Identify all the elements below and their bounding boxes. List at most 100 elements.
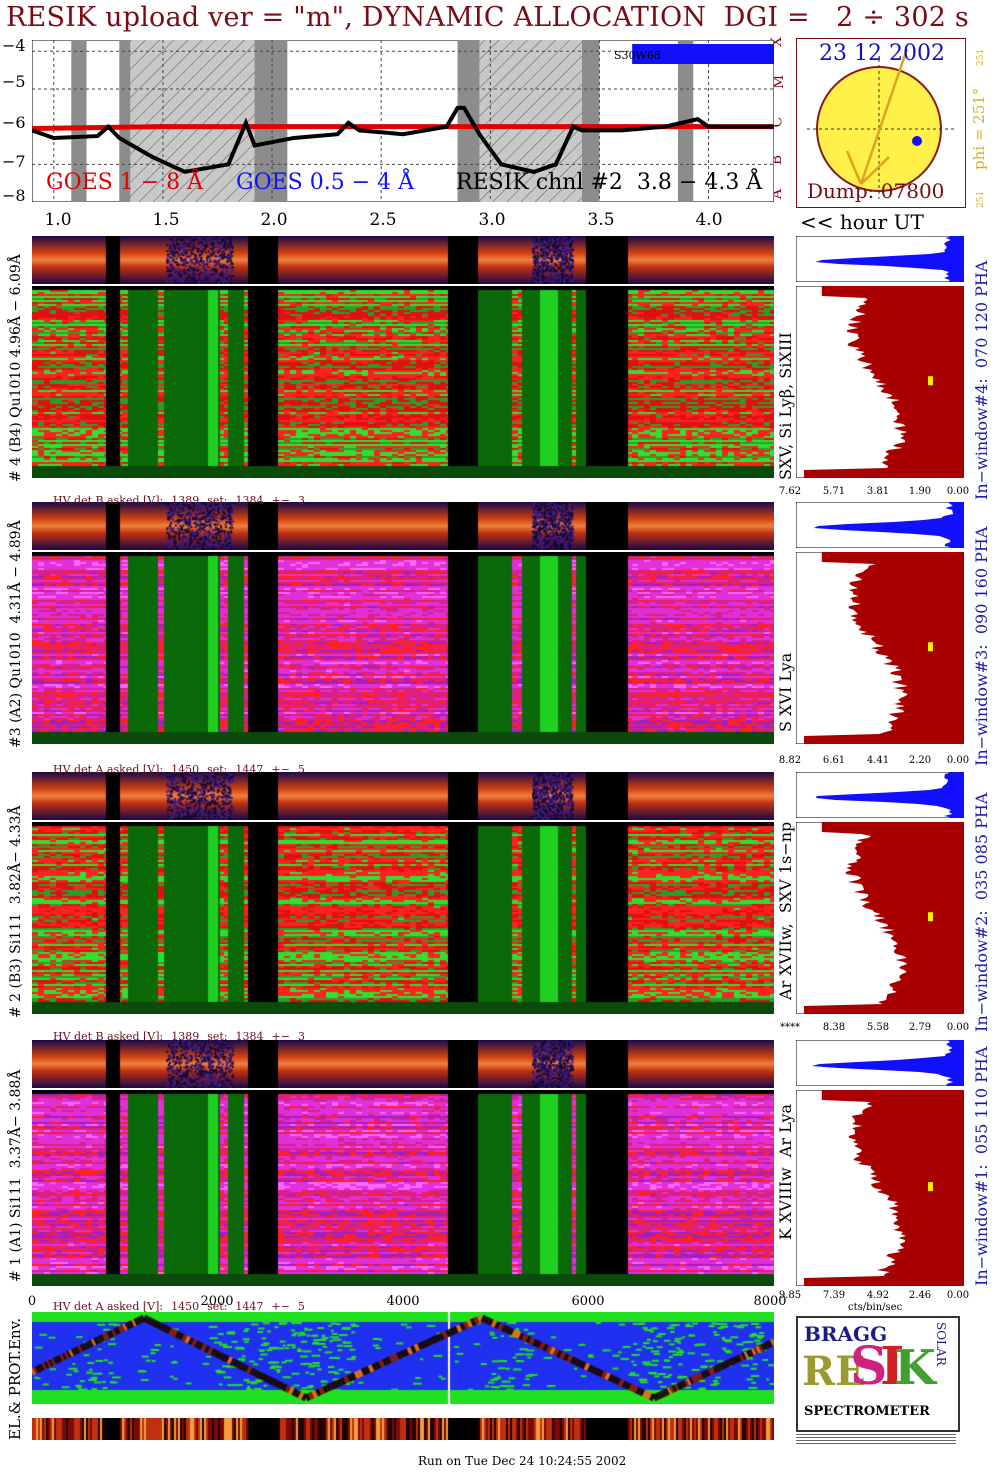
hour-tick: 2.0 bbox=[260, 210, 288, 230]
pha-tick: 7.62 bbox=[778, 486, 802, 497]
channel-4-pha-histogram bbox=[796, 236, 964, 282]
hv-set-value: 1384 bbox=[235, 1030, 264, 1043]
goes-lightcurve-panel: −4 −5 −6 −7 −8 X M C B A bbox=[0, 34, 790, 224]
pha-tick: 5.71 bbox=[822, 486, 846, 497]
legend-resik: RESIK chnl #2 3.8 − 4.3 Å bbox=[456, 170, 763, 195]
channel-3-window-label: In−window#3: 090 160 PHA bbox=[972, 526, 991, 766]
channel-3-hv-line: HV det A asked [V]: 1450 set: 1447 +− 5 bbox=[46, 750, 313, 776]
channel-1-label: # 1 (A1) Si111 3.37Å− 3.88Å bbox=[8, 1069, 24, 1282]
logo-s: S bbox=[850, 1336, 888, 1397]
direction-arrow bbox=[859, 48, 909, 185]
resik-logo: BRAGG RE S I K SOLAR SPECTROMETER bbox=[796, 1316, 960, 1432]
sample-tick: 4000 bbox=[386, 1294, 420, 1309]
pha-tick: **** bbox=[780, 1022, 800, 1033]
pha-histogram-fill bbox=[815, 236, 964, 282]
logo-i: I bbox=[880, 1336, 905, 1397]
sample-tick: 8000 bbox=[753, 1294, 787, 1309]
channel-3-pha-histogram bbox=[796, 502, 964, 548]
pha-tick: 9.85 bbox=[778, 1290, 802, 1301]
hv-set-label: set: bbox=[207, 494, 228, 507]
dump-interval bbox=[71, 40, 87, 202]
sample-tick: 6000 bbox=[571, 1294, 605, 1309]
hv-set-value: 1447 bbox=[235, 1300, 264, 1313]
hv-asked-label: HV det B asked [V]: bbox=[53, 1030, 164, 1043]
hour-axis-label: << hour UT bbox=[800, 210, 924, 234]
pha-tick: 8.38 bbox=[822, 1022, 846, 1033]
s30w68-bar bbox=[632, 44, 774, 64]
channel-2-hv-line: HV det B asked [V]: 1389 set: 1384 +− 3 bbox=[46, 1017, 313, 1043]
channel-1-hv-line: HV det A asked [V]: 1450 set: 1447 +− 5 bbox=[46, 1287, 313, 1313]
sample-tick: 0 bbox=[27, 1294, 37, 1309]
channel-1-spectrum-profile bbox=[796, 1090, 964, 1286]
hour-tick: 3.0 bbox=[478, 210, 506, 230]
window-marker bbox=[928, 642, 933, 652]
logo-bragg: BRAGG bbox=[804, 1322, 888, 1346]
legend-goes-short: GOES 0.5 − 4 Å bbox=[236, 170, 415, 195]
pha-tick: 4.41 bbox=[866, 755, 890, 766]
dump-interval bbox=[457, 40, 480, 202]
environment-label: EL.& PROT.Env. bbox=[6, 1317, 24, 1440]
hv-set-label: set: bbox=[207, 763, 228, 776]
hour-tick: 4.0 bbox=[695, 210, 723, 230]
channel-1-spectrogram bbox=[32, 1090, 774, 1286]
window-marker bbox=[928, 1182, 933, 1192]
pha-tick: 2.79 bbox=[908, 1022, 932, 1033]
hv-pm-value: 3 bbox=[297, 494, 305, 507]
pha-tick: 0.00 bbox=[946, 755, 970, 766]
channel-2-window-label: In−window#2: 035 085 PHA bbox=[972, 792, 991, 1032]
pha-tick: 0.00 bbox=[946, 486, 970, 497]
saa-shade bbox=[464, 40, 582, 202]
hv-pm-value: 3 bbox=[297, 1030, 305, 1043]
channel-2-spectrogram bbox=[32, 822, 774, 1014]
y-tick: −4 bbox=[2, 36, 26, 55]
phi-small-top: 251 bbox=[976, 48, 986, 66]
logo-spectrometer: SPECTROMETER bbox=[804, 1404, 930, 1419]
pha-tick: 2.46 bbox=[908, 1290, 932, 1301]
legend-goes-long: GOES 1 − 8 Å bbox=[46, 170, 204, 195]
channel-1-lines-label: K XVIIIw Ar Lya bbox=[776, 1103, 795, 1240]
hv-set-value: 1384 bbox=[235, 494, 264, 507]
hv-asked-label: HV det A asked [V]: bbox=[53, 763, 164, 776]
hv-asked-label: HV det B asked [V]: bbox=[53, 494, 164, 507]
channel-4-lines-label: SXV, Si Lyβ, SiXIII bbox=[776, 332, 795, 480]
series-line-2 bbox=[32, 105, 774, 174]
channel-1-window-label: In−window#1: 055 110 PHA bbox=[972, 1046, 991, 1286]
logo-solar: SOLAR bbox=[934, 1322, 948, 1366]
channel-2-lines-label: Ar XVIIw, SXV 1s−np bbox=[776, 821, 795, 1000]
pha-tick: 1.90 bbox=[908, 486, 932, 497]
pha-histogram-fill bbox=[813, 502, 964, 548]
channel-4-summary-strip bbox=[32, 236, 774, 284]
pha-tick: 3.81 bbox=[866, 486, 890, 497]
hv-pm-value: 5 bbox=[297, 1300, 305, 1313]
window-marker bbox=[928, 376, 933, 386]
sample-tick: 2000 bbox=[200, 1294, 234, 1309]
channel-4-spectrogram bbox=[32, 286, 774, 478]
hour-tick: 2.5 bbox=[369, 210, 397, 230]
s30w68-label: S30W68 bbox=[614, 49, 661, 62]
dump-label: Dump: 07800 bbox=[807, 179, 945, 203]
y-tick: −7 bbox=[2, 152, 26, 171]
hv-asked-value: 1389 bbox=[171, 1030, 200, 1043]
spectrum-profile-fill bbox=[804, 822, 964, 1014]
pha-tick: 5.58 bbox=[866, 1022, 890, 1033]
logo-k: K bbox=[894, 1340, 936, 1396]
hv-set-label: set: bbox=[207, 1030, 228, 1043]
pha-tick: 6.61 bbox=[822, 755, 846, 766]
logo-re: RE bbox=[802, 1348, 866, 1395]
pha-tick: 4.92 bbox=[866, 1290, 890, 1301]
channel-1-pha-histogram bbox=[796, 1040, 964, 1086]
run-timestamp: Run on Tue Dec 24 10:24:55 2002 bbox=[418, 1454, 627, 1468]
dump-interval bbox=[119, 40, 131, 202]
channel-4-window-label: In−window#4: 070 120 PHA bbox=[972, 260, 991, 500]
active-region-dot bbox=[912, 136, 922, 146]
dump-interval bbox=[254, 40, 288, 202]
channel-2-label: # 2 (B3) Si111 3.82Å− 4.33Å bbox=[8, 805, 24, 1018]
hour-tick: 1.5 bbox=[152, 210, 180, 230]
channel-4-spectrum-profile bbox=[796, 286, 964, 478]
sun-disk bbox=[807, 48, 957, 199]
pha-axis-label: cts/bin/sec bbox=[848, 1302, 903, 1313]
y-tick: −6 bbox=[2, 113, 26, 132]
phi-small-bottom: 251 bbox=[976, 190, 986, 208]
hv-set-label: set: bbox=[207, 1300, 228, 1313]
channel-3-spectrogram bbox=[32, 552, 774, 744]
